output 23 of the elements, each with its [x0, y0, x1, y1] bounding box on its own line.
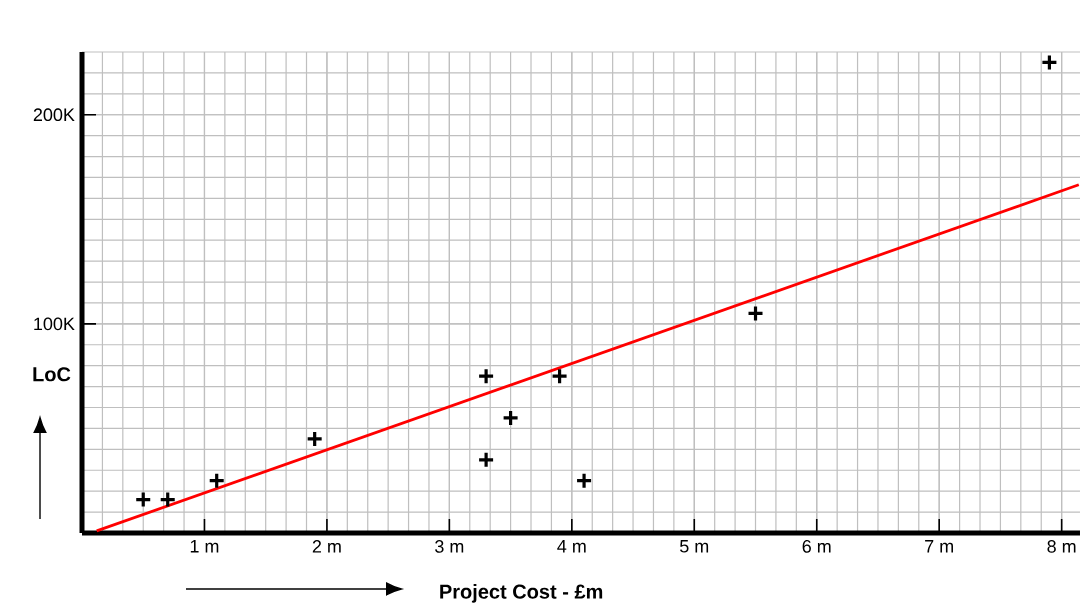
x-tick-label: 2 m [312, 540, 341, 553]
point [746, 304, 765, 322]
point [477, 451, 495, 469]
point [159, 490, 177, 509]
point [477, 367, 495, 385]
y-axis-title: LoC [33, 367, 71, 382]
x-tick-label: 6 m [802, 540, 831, 553]
x-axis-title: Project Cost - £m [440, 584, 603, 603]
y-tick-label: 200K [33, 108, 75, 122]
x-tick-label: 8 m [1047, 540, 1076, 553]
x-tick-label: 5 m [680, 540, 709, 553]
x-tick-label: 3 m [435, 540, 464, 553]
point [134, 490, 152, 509]
x-tick-label: 4 m [557, 540, 586, 553]
point [502, 409, 520, 427]
x-tick-label: 1 m [190, 540, 219, 553]
x-tick-label: 7 m [925, 540, 953, 553]
point [550, 367, 569, 385]
point [306, 430, 324, 448]
point [575, 472, 593, 490]
point [1040, 53, 1059, 72]
y-tick-label: 100K [34, 317, 75, 331]
point [208, 472, 226, 490]
